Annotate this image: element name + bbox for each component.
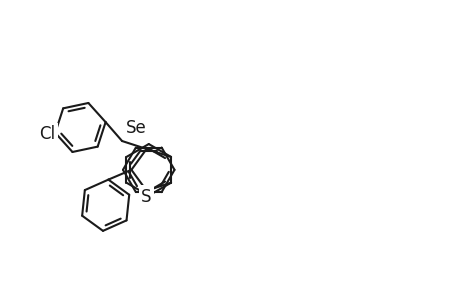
Text: Cl: Cl (39, 125, 56, 143)
Text: S: S (141, 188, 151, 206)
Text: Se: Se (126, 119, 146, 137)
